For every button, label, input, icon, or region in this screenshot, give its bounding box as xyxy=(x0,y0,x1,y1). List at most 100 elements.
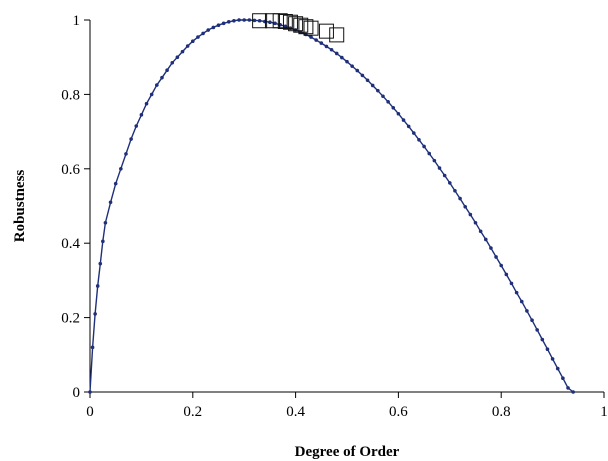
data-point xyxy=(119,167,123,171)
data-point xyxy=(247,18,252,22)
data-point xyxy=(319,41,324,45)
data-point xyxy=(165,68,169,73)
data-point xyxy=(571,390,575,394)
data-point xyxy=(401,118,406,122)
data-point xyxy=(95,284,100,288)
data-point xyxy=(345,59,349,64)
x-tick-label: 0.2 xyxy=(183,404,202,420)
data-point xyxy=(555,366,560,371)
data-point xyxy=(206,28,211,32)
data-point xyxy=(499,263,504,268)
series-layer xyxy=(88,18,575,394)
data-point xyxy=(519,299,524,304)
data-point xyxy=(509,281,514,286)
data-point xyxy=(329,47,334,52)
highlight-marker xyxy=(272,13,288,29)
data-point xyxy=(417,137,421,142)
data-point xyxy=(113,181,118,186)
data-point xyxy=(144,101,149,106)
y-tick-label: 0.4 xyxy=(61,236,80,252)
data-point xyxy=(453,188,457,193)
data-point xyxy=(139,113,144,117)
y-tick-label: 1 xyxy=(73,13,81,29)
x-axis-ticks: 0 0.2 0.4 0.6 0.8 1 xyxy=(86,392,608,420)
data-point xyxy=(561,376,565,381)
highlight-marker xyxy=(282,14,298,30)
data-point xyxy=(386,100,390,104)
data-point xyxy=(278,23,282,27)
y-tick-label: 0 xyxy=(73,385,81,401)
data-point xyxy=(314,38,318,42)
data-point xyxy=(494,255,498,259)
data-point xyxy=(376,88,380,93)
data-point xyxy=(221,21,226,26)
data-point xyxy=(252,18,257,23)
x-tick-label: 1 xyxy=(600,404,608,420)
data-point xyxy=(412,131,416,135)
data-point xyxy=(98,261,103,266)
data-point xyxy=(478,229,483,234)
data-point xyxy=(309,35,313,39)
data-point xyxy=(103,220,108,225)
data-point xyxy=(514,290,519,295)
data-point xyxy=(540,337,545,342)
data-point xyxy=(324,44,329,49)
data-point xyxy=(196,35,200,39)
data-point xyxy=(134,124,139,128)
data-point xyxy=(129,137,133,141)
data-point xyxy=(550,357,555,361)
data-point xyxy=(530,318,534,323)
data-point xyxy=(370,83,375,88)
data-point xyxy=(155,83,159,87)
data-point xyxy=(381,94,385,99)
data-point xyxy=(268,20,272,25)
data-point xyxy=(334,51,339,56)
data-point xyxy=(170,60,175,65)
highlight-marker xyxy=(264,13,280,29)
data-point xyxy=(545,347,550,352)
data-point xyxy=(468,212,473,217)
data-point xyxy=(175,55,180,59)
data-point xyxy=(237,18,241,22)
data-point xyxy=(396,111,401,116)
data-point xyxy=(149,92,154,97)
data-point xyxy=(448,181,452,185)
highlight-marker xyxy=(303,20,319,36)
data-point xyxy=(160,75,164,80)
data-point xyxy=(101,239,105,244)
data-point xyxy=(211,25,216,30)
data-point xyxy=(232,18,236,23)
plot-area: 0 0.2 0.4 0.6 0.8 1 0 0.2 0.4 0.6 0.8 1 xyxy=(61,13,608,420)
data-point xyxy=(437,166,442,170)
data-point xyxy=(566,386,570,390)
data-point xyxy=(350,64,354,68)
data-point xyxy=(108,200,113,205)
data-point xyxy=(216,23,221,28)
x-axis-title: Degree of Order xyxy=(295,444,400,460)
x-tick-label: 0 xyxy=(86,404,94,420)
data-point xyxy=(88,390,92,394)
y-tick-label: 0.8 xyxy=(61,87,80,103)
highlight-marker xyxy=(298,19,314,35)
highlight-marker xyxy=(288,16,304,32)
x-tick-label: 0.4 xyxy=(286,404,305,420)
y-axis-ticks: 0 0.2 0.4 0.6 0.8 1 xyxy=(61,13,90,401)
data-point xyxy=(201,31,205,36)
data-point xyxy=(124,152,128,156)
series-line xyxy=(89,19,574,393)
data-point xyxy=(360,73,365,78)
data-point xyxy=(473,220,478,225)
y-axis-title: Robustness xyxy=(12,170,28,243)
highlight-marker xyxy=(293,17,309,33)
data-point xyxy=(391,105,396,110)
data-point xyxy=(355,68,360,73)
y-tick-label: 0.2 xyxy=(61,311,80,327)
data-point xyxy=(365,78,370,83)
data-point xyxy=(283,24,288,29)
data-point xyxy=(93,312,97,316)
data-point xyxy=(191,39,195,44)
data-point xyxy=(458,196,462,201)
data-point xyxy=(525,309,529,313)
y-tick-label: 0.6 xyxy=(61,162,80,178)
